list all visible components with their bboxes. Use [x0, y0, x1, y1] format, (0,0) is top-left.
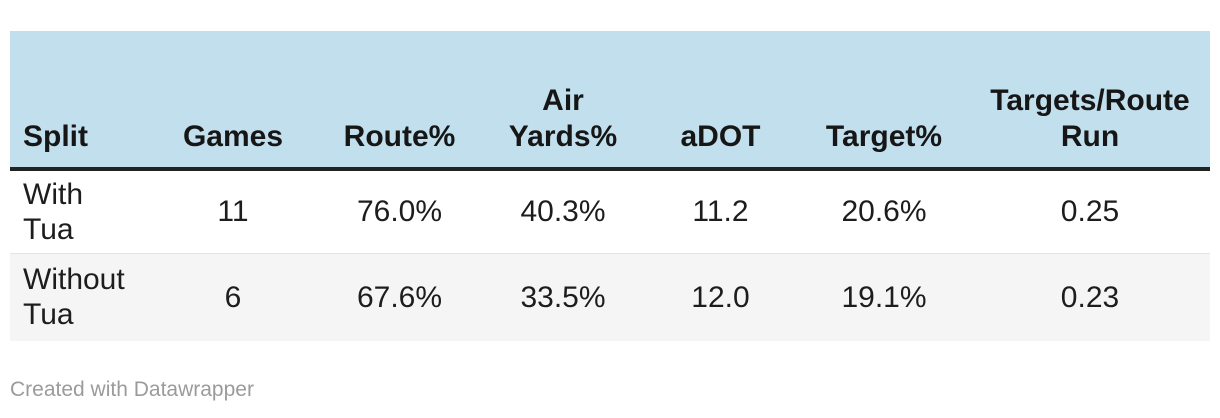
col-header-games: Games: [150, 31, 316, 169]
table-row-with-tua: With Tua 11 76.0% 40.3% 11.2 20.6% 0.25: [10, 169, 1210, 253]
col-header-air-yards-pct: Air Yards%: [483, 31, 643, 169]
cell-split: Without Tua: [23, 263, 125, 332]
header-row: Split Games Route% Air Yards% aDOT Targe…: [10, 31, 1210, 169]
col-header-route-pct: Route%: [316, 31, 483, 169]
cell-route-pct: 76.0%: [356, 195, 443, 229]
table-body: With Tua 11 76.0% 40.3% 11.2 20.6% 0.25 …: [10, 169, 1210, 341]
cell-targets-per-route-run: 0.25: [1060, 195, 1120, 229]
cell-games: 6: [224, 280, 242, 314]
cell-air-yards-pct: 40.3%: [520, 195, 606, 229]
stats-table-container: Split Games Route% Air Yards% aDOT Targe…: [10, 31, 1210, 341]
cell-targets-per-route-run: 0.23: [1060, 280, 1120, 314]
col-header-adot: aDOT: [643, 31, 798, 169]
cell-target-pct: 19.1%: [841, 280, 927, 314]
cell-games: 11: [217, 195, 249, 229]
col-header-target-pct: Target%: [798, 31, 970, 169]
cell-air-yards-pct: 33.5%: [520, 280, 606, 314]
col-header-targets-per-route-run: Targets/Route Run: [970, 31, 1210, 169]
datawrapper-credit-link[interactable]: Created with Datawrapper: [10, 378, 254, 401]
cell-adot: 12.0: [691, 280, 750, 314]
stats-table: Split Games Route% Air Yards% aDOT Targe…: [10, 31, 1210, 341]
cell-adot: 11.2: [692, 195, 749, 229]
attribution: Created with Datawrapper: [10, 377, 254, 403]
table-header: Split Games Route% Air Yards% aDOT Targe…: [10, 31, 1210, 169]
table-row-without-tua: Without Tua 6 67.6% 33.5% 12.0 19.1% 0.2…: [10, 253, 1210, 341]
col-header-split: Split: [10, 31, 150, 169]
cell-target-pct: 20.6%: [841, 195, 927, 229]
cell-route-pct: 67.6%: [356, 280, 443, 314]
cell-split: With Tua: [23, 177, 83, 246]
